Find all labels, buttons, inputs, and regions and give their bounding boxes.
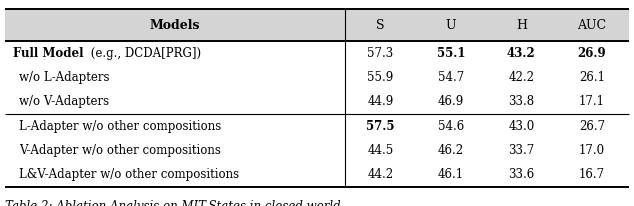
Text: H: H [516, 19, 527, 32]
Text: L&V-Adapter w/o other compositions: L&V-Adapter w/o other compositions [19, 168, 239, 181]
Text: 16.7: 16.7 [579, 168, 605, 181]
Text: w/o V-Adapters: w/o V-Adapters [19, 95, 109, 109]
Text: (e.g., DCDA[PRG]): (e.g., DCDA[PRG]) [87, 47, 202, 60]
Text: 17.1: 17.1 [579, 95, 605, 109]
Text: Models: Models [150, 19, 200, 32]
FancyBboxPatch shape [5, 9, 629, 41]
Text: 55.1: 55.1 [437, 47, 465, 60]
Text: 33.6: 33.6 [508, 168, 534, 181]
Text: 43.2: 43.2 [507, 47, 536, 60]
Text: 46.9: 46.9 [437, 95, 464, 109]
Text: 26.7: 26.7 [579, 120, 605, 133]
Text: 54.6: 54.6 [437, 120, 464, 133]
Text: 33.8: 33.8 [508, 95, 534, 109]
Text: 55.9: 55.9 [367, 71, 394, 84]
Text: 44.5: 44.5 [367, 144, 394, 157]
Text: L-Adapter w/o other compositions: L-Adapter w/o other compositions [19, 120, 221, 133]
Text: 17.0: 17.0 [579, 144, 605, 157]
Text: AUC: AUC [577, 19, 606, 32]
Text: U: U [446, 19, 456, 32]
Text: 26.1: 26.1 [579, 71, 605, 84]
Text: 26.9: 26.9 [578, 47, 606, 60]
Text: 44.2: 44.2 [367, 168, 393, 181]
Text: 42.2: 42.2 [508, 71, 534, 84]
Text: 57.5: 57.5 [366, 120, 394, 133]
Text: 43.0: 43.0 [508, 120, 534, 133]
Text: 46.2: 46.2 [437, 144, 464, 157]
Text: 44.9: 44.9 [367, 95, 394, 109]
Text: 33.7: 33.7 [508, 144, 534, 157]
Text: Table 2: Ablation Analysis on MIT-States in closed world: Table 2: Ablation Analysis on MIT-States… [5, 200, 340, 206]
Text: w/o L-Adapters: w/o L-Adapters [19, 71, 110, 84]
Text: Full Model: Full Model [13, 47, 83, 60]
Text: 46.1: 46.1 [437, 168, 464, 181]
Text: V-Adapter w/o other compositions: V-Adapter w/o other compositions [19, 144, 221, 157]
Text: 54.7: 54.7 [437, 71, 464, 84]
Text: 57.3: 57.3 [367, 47, 394, 60]
Text: S: S [376, 19, 385, 32]
